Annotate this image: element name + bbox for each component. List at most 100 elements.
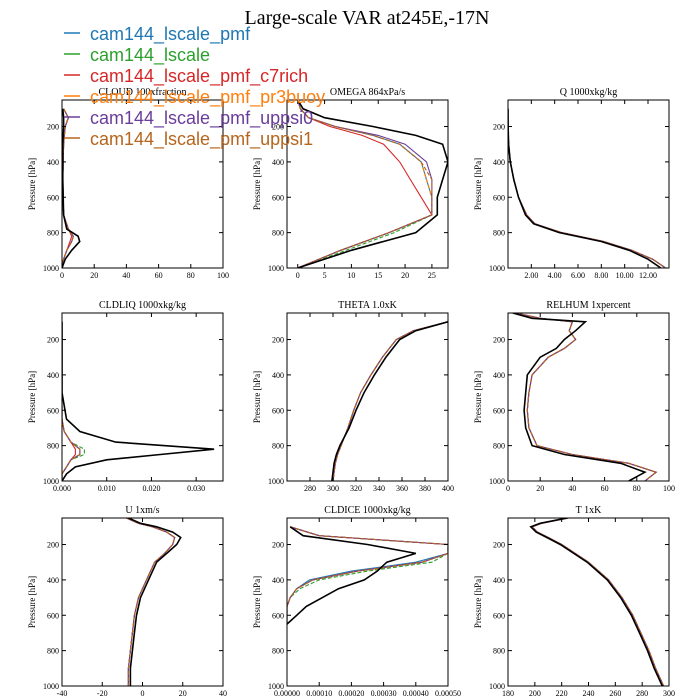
series-line-cam144_lscale_pmf_pr3buoy — [515, 313, 658, 481]
y-tick-label: 600 — [493, 406, 505, 415]
series-line-cam144_lscale — [531, 518, 665, 686]
series-line-cam144_lscale_pmf — [531, 518, 665, 686]
x-tick-label: 40 — [568, 484, 576, 493]
x-tick-label: -40 — [57, 689, 68, 698]
y-tick-label: 400 — [272, 371, 284, 380]
x-tick-label: 60 — [155, 271, 163, 280]
x-tick-label: 0 — [506, 484, 510, 493]
x-tick-label: 180 — [502, 689, 514, 698]
legend-entry: cam144_lscale_pmf_uppsi0 — [64, 108, 313, 129]
series-line-cam144_lscale — [508, 108, 666, 268]
y-tick-label: 600 — [47, 611, 59, 620]
x-tick-label: 200 — [529, 689, 541, 698]
x-tick-label: 20 — [401, 271, 409, 280]
series-line-obs — [62, 321, 215, 481]
x-tick-label: 0.00030 — [371, 689, 397, 698]
series-line-cam144_lscale_pmf — [332, 321, 448, 481]
panel-title: CLDICE 1000xkg/kg — [324, 505, 410, 516]
y-tick-label: 200 — [272, 541, 284, 550]
plot-frame — [286, 517, 449, 687]
panel-7: U 1xm/s 200 400 600 800 1000-40 -20 0 20 40 Pressu… — [27, 505, 227, 698]
series-line-obs — [287, 526, 417, 625]
series-line-obs — [331, 321, 448, 481]
y-tick-label: 200 — [493, 123, 505, 132]
legend-label: cam144_lscale — [90, 45, 210, 66]
plot-frame — [61, 99, 224, 269]
series-line-cam144_lscale_pmf — [515, 313, 658, 481]
x-tick-label: 0 — [141, 689, 145, 698]
y-axis-label: Pressure [hPa] — [252, 158, 262, 210]
series-line-cam144_lscale_pmf_pr3buoy — [531, 518, 665, 686]
series-line-cam144_lscale_pmf_c7rich — [508, 108, 666, 268]
x-tick-label: 8.00 — [594, 271, 608, 280]
panel-title: RELHUM 1xpercent — [546, 300, 630, 311]
x-tick-label: 60 — [601, 484, 609, 493]
x-tick-label: 300 — [327, 484, 339, 493]
x-tick-label: 2.00 — [524, 271, 538, 280]
series-line-cam144_lscale_pmf_pr3buoy — [287, 526, 448, 625]
legend-entry: cam144_lscale_pmf — [64, 24, 251, 45]
panel-title: T 1xK — [576, 505, 602, 516]
y-axis-label: Pressure [hPa] — [473, 371, 483, 423]
y-tick-label: 1000 — [489, 264, 505, 273]
series-line-obs — [297, 100, 448, 268]
series-line-cam144_lscale_pmf_c7rich — [287, 526, 448, 625]
x-tick-label: -20 — [97, 689, 108, 698]
x-tick-label: 360 — [396, 484, 408, 493]
x-tick-label: 5 — [323, 271, 327, 280]
x-tick-label: 240 — [583, 689, 595, 698]
y-tick-label: 1000 — [268, 477, 284, 486]
panel-title: CLDLIQ 1000xkg/kg — [99, 300, 186, 311]
series-line-cam144_lscale — [126, 518, 176, 686]
series-line-cam144_lscale_pmf_uppsi0 — [508, 108, 666, 268]
y-tick-label: 600 — [47, 406, 59, 415]
series-line-cam144_lscale_pmf — [126, 518, 176, 686]
x-tick-label: 320 — [350, 484, 362, 493]
panel-title: Q 1000xkg/kg — [560, 87, 618, 98]
x-tick-label: 25 — [428, 271, 436, 280]
series-line-cam144_lscale_pmf_uppsi1 — [62, 321, 81, 481]
series-line-obs — [512, 313, 647, 481]
x-tick-label: 0.00020 — [338, 689, 364, 698]
x-tick-label: 0.010 — [98, 484, 116, 493]
series-line-cam144_lscale_pmf_uppsi1 — [126, 518, 176, 686]
y-tick-label: 1000 — [43, 477, 59, 486]
series-line-cam144_lscale_pmf_uppsi0 — [332, 321, 448, 481]
x-tick-label: 80 — [187, 271, 195, 280]
legend-label: cam144_lscale_pmf — [90, 24, 251, 45]
y-axis-label: Pressure [hPa] — [27, 576, 37, 628]
series-line-cam144_lscale_pmf_uppsi1 — [515, 313, 658, 481]
y-tick-label: 400 — [493, 158, 505, 167]
series-line-cam144_lscale_pmf_uppsi0 — [531, 518, 665, 686]
y-axis-label: Pressure [hPa] — [473, 158, 483, 210]
series-line-cam144_lscale_pmf_pr3buoy — [332, 321, 448, 481]
series-line-cam144_lscale_pmf_pr3buoy — [126, 518, 176, 686]
y-tick-label: 800 — [493, 229, 505, 238]
series-line-cam144_lscale_pmf_pr3buoy — [508, 108, 666, 268]
y-tick-label: 200 — [47, 541, 59, 550]
y-tick-label: 1000 — [43, 682, 59, 691]
x-tick-label: 100 — [663, 484, 675, 493]
legend-label: cam144_lscale_pmf_uppsi1 — [90, 129, 313, 150]
x-tick-label: 0 — [296, 271, 300, 280]
x-tick-label: 280 — [636, 689, 648, 698]
y-tick-label: 800 — [47, 229, 59, 238]
y-tick-label: 200 — [493, 336, 505, 345]
y-tick-label: 600 — [493, 193, 505, 202]
legend-entry: cam144_lscale — [64, 45, 210, 66]
plot-frame — [61, 312, 224, 482]
x-tick-label: 0.00040 — [403, 689, 429, 698]
plot-frame — [507, 99, 670, 269]
legend-label: cam144_lscale_pmf_uppsi0 — [90, 108, 313, 129]
series-line-cam144_lscale — [515, 313, 658, 481]
series-line-cam144_lscale — [332, 321, 448, 481]
y-tick-label: 1000 — [268, 682, 284, 691]
panel-title: OMEGA 864xPa/s — [330, 87, 405, 98]
panel-8: CLDICE 1000xkg/kg 200 400 600 800 10000.00000… — [252, 505, 461, 698]
y-axis-label: Pressure [hPa] — [252, 576, 262, 628]
series-line-cam144_lscale_pmf_uppsi0 — [287, 526, 448, 625]
y-tick-label: 400 — [47, 158, 59, 167]
y-axis-label: Pressure [hPa] — [27, 158, 37, 210]
